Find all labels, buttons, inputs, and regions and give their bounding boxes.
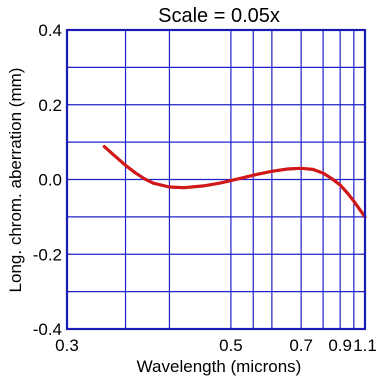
x-tick-label: 0.9 xyxy=(328,336,352,355)
series-layer xyxy=(102,145,367,219)
x-tick-label: 1.1 xyxy=(353,336,377,355)
y-tick-labels: -0.4 -0.2 0.0 0.2 0.4 xyxy=(33,21,62,339)
x-tick-label: 0.7 xyxy=(289,336,313,355)
grid-layer xyxy=(67,30,366,329)
y-tick-label: 0.0 xyxy=(38,171,62,190)
y-tick-label: 0.4 xyxy=(38,21,62,40)
x-tick-label: 0.3 xyxy=(55,336,79,355)
y-tick-label: -0.2 xyxy=(33,245,62,264)
chart-title: Scale = 0.05x xyxy=(158,5,280,27)
x-tick-labels: 0.3 0.5 0.7 0.9 1.1 xyxy=(55,336,377,355)
x-tick-label: 0.5 xyxy=(219,336,243,355)
x-axis-label: Wavelength (microns) xyxy=(137,357,302,376)
y-tick-label: -0.4 xyxy=(33,320,62,339)
y-tick-label: 0.2 xyxy=(38,96,62,115)
series-line xyxy=(102,145,367,219)
plot-frame xyxy=(65,28,367,331)
y-axis-label: Long. chrom. aberration (mm) xyxy=(6,68,25,293)
